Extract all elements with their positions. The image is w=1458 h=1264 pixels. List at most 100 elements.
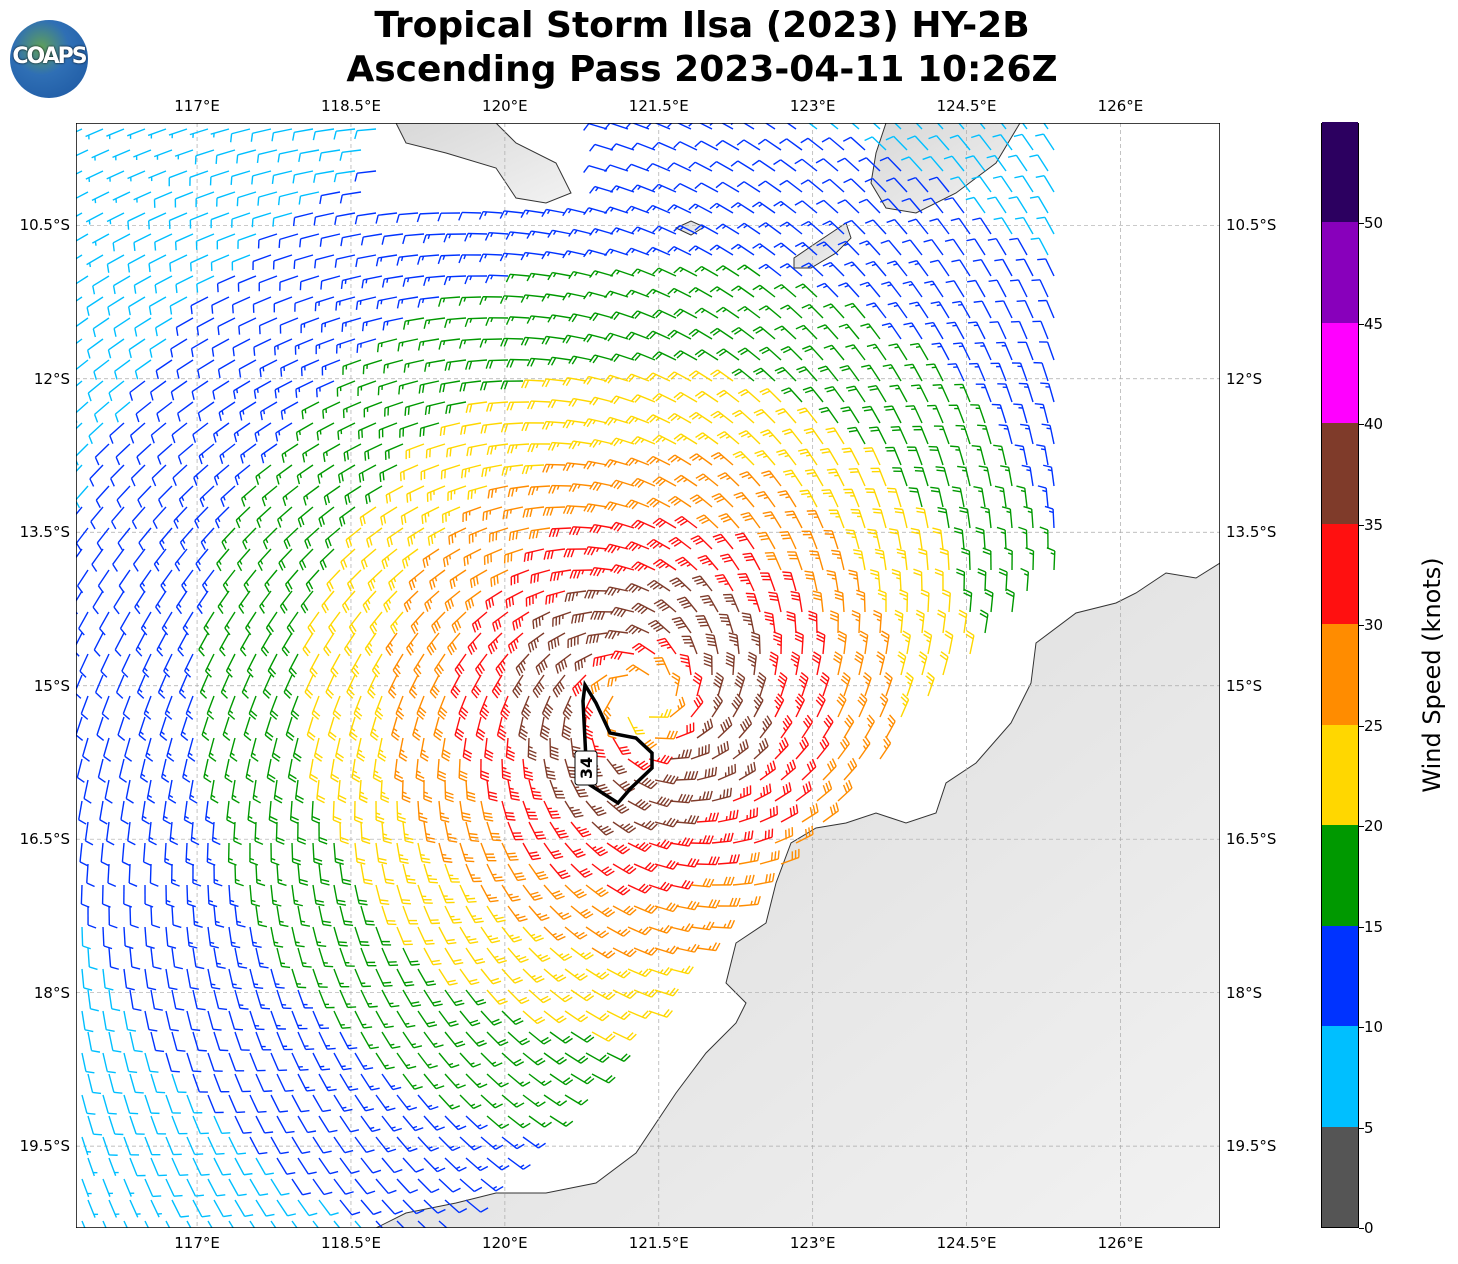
wind-barb bbox=[802, 345, 824, 361]
wind-barb bbox=[734, 672, 746, 697]
wind-barb bbox=[186, 968, 199, 990]
wind-barb bbox=[170, 380, 188, 401]
wind-barb bbox=[337, 779, 347, 804]
wind-barb bbox=[117, 716, 126, 741]
wind-barb bbox=[488, 527, 509, 543]
wind-barb bbox=[108, 380, 125, 402]
wind-barb bbox=[590, 674, 608, 695]
wind-barb bbox=[819, 447, 839, 466]
wind-barb bbox=[872, 508, 887, 529]
wind-barb bbox=[165, 926, 177, 949]
wind-barb bbox=[648, 1009, 673, 1018]
wind-barb bbox=[300, 317, 320, 334]
wind-barb bbox=[273, 296, 293, 313]
wind-barb bbox=[272, 212, 293, 227]
title-line-1: Tropical Storm Ilsa (2023) HY-2B bbox=[374, 5, 1030, 46]
wind-barb bbox=[111, 506, 125, 530]
wind-barb bbox=[224, 758, 233, 783]
wind-barb bbox=[485, 317, 509, 327]
wind-barb bbox=[294, 338, 314, 355]
wind-barb bbox=[190, 821, 200, 846]
wind-barb bbox=[422, 233, 446, 244]
wind-barb bbox=[318, 1031, 336, 1050]
wind-barb bbox=[631, 268, 656, 277]
wind-barb bbox=[353, 695, 363, 720]
colorbar-tick: 25 bbox=[1364, 716, 1384, 735]
wind-barb bbox=[1025, 547, 1035, 571]
wind-barb bbox=[973, 300, 992, 319]
wind-barb bbox=[543, 1010, 567, 1024]
wind-barb bbox=[123, 1010, 137, 1032]
wind-barb bbox=[255, 1157, 274, 1176]
wind-barb bbox=[583, 546, 608, 556]
wind-barb bbox=[375, 884, 390, 905]
lat-tick-right: 10.5°S bbox=[1226, 216, 1277, 235]
wind-barb bbox=[585, 842, 609, 857]
wind-barb bbox=[464, 232, 488, 242]
wind-barb bbox=[850, 508, 866, 529]
wind-barb bbox=[195, 233, 215, 250]
wind-barb bbox=[865, 488, 881, 508]
wind-barb bbox=[444, 863, 460, 883]
wind-barb bbox=[549, 989, 573, 1003]
wind-barb bbox=[738, 430, 761, 445]
wind-barb bbox=[87, 1157, 98, 1177]
wind-barb bbox=[312, 1220, 320, 1228]
wind-barb bbox=[422, 548, 440, 568]
wind-barb bbox=[234, 905, 246, 928]
wind-barb bbox=[731, 409, 755, 424]
wind-barb bbox=[528, 863, 549, 881]
wind-barb bbox=[249, 1178, 269, 1197]
lat-tick-right: 19.5°S bbox=[1226, 1137, 1277, 1156]
wind-barb bbox=[606, 800, 630, 814]
wind-barb bbox=[989, 321, 1007, 340]
wind-barb bbox=[732, 830, 754, 844]
wind-barb bbox=[507, 989, 530, 1005]
wind-barb bbox=[196, 317, 215, 336]
wind-barb bbox=[253, 338, 272, 356]
wind-barb bbox=[631, 394, 656, 403]
wind-barb bbox=[252, 779, 261, 804]
wind-barb bbox=[396, 212, 419, 223]
wind-barb bbox=[499, 252, 524, 262]
wind-barb bbox=[1043, 464, 1055, 487]
wind-barb bbox=[133, 275, 152, 294]
wind-barb bbox=[837, 199, 860, 214]
wind-barb bbox=[930, 486, 944, 508]
wind-barb bbox=[885, 446, 902, 466]
wind-barb bbox=[780, 759, 797, 781]
wind-barb bbox=[673, 266, 698, 277]
colorbar-segment bbox=[1322, 523, 1358, 625]
wind-barb bbox=[507, 1073, 531, 1087]
lon-tick-bottom: 117°E bbox=[174, 1234, 220, 1252]
wind-barb bbox=[324, 527, 341, 549]
wind-barb bbox=[423, 275, 446, 287]
wind-barb bbox=[318, 1157, 339, 1175]
wind-barb bbox=[222, 569, 236, 593]
wind-barb bbox=[501, 464, 524, 476]
wind-barb bbox=[633, 903, 658, 914]
wind-barb bbox=[316, 779, 326, 804]
wind-barb bbox=[270, 1178, 290, 1196]
wind-barb bbox=[988, 279, 1007, 298]
wind-barb bbox=[178, 674, 188, 699]
wind-barb bbox=[762, 511, 782, 529]
wind-barb bbox=[134, 359, 152, 380]
wind-barb bbox=[201, 569, 215, 593]
wind-barb bbox=[705, 633, 719, 655]
wind-barb bbox=[888, 343, 908, 361]
wind-barb bbox=[333, 884, 347, 906]
wind-barb bbox=[971, 175, 992, 193]
wind-barb bbox=[112, 191, 131, 203]
wind-barb bbox=[363, 401, 383, 418]
wind-barb bbox=[633, 989, 658, 998]
wind-barb bbox=[236, 191, 257, 207]
colorbar-segment bbox=[1322, 1025, 1358, 1127]
wind-barb bbox=[697, 554, 719, 571]
wind-barb bbox=[564, 1052, 589, 1064]
wind-barb bbox=[486, 1157, 510, 1171]
wind-barb bbox=[501, 842, 519, 861]
wind-barb bbox=[711, 787, 733, 802]
wind-barb bbox=[285, 716, 295, 741]
wind-barb bbox=[403, 359, 425, 373]
